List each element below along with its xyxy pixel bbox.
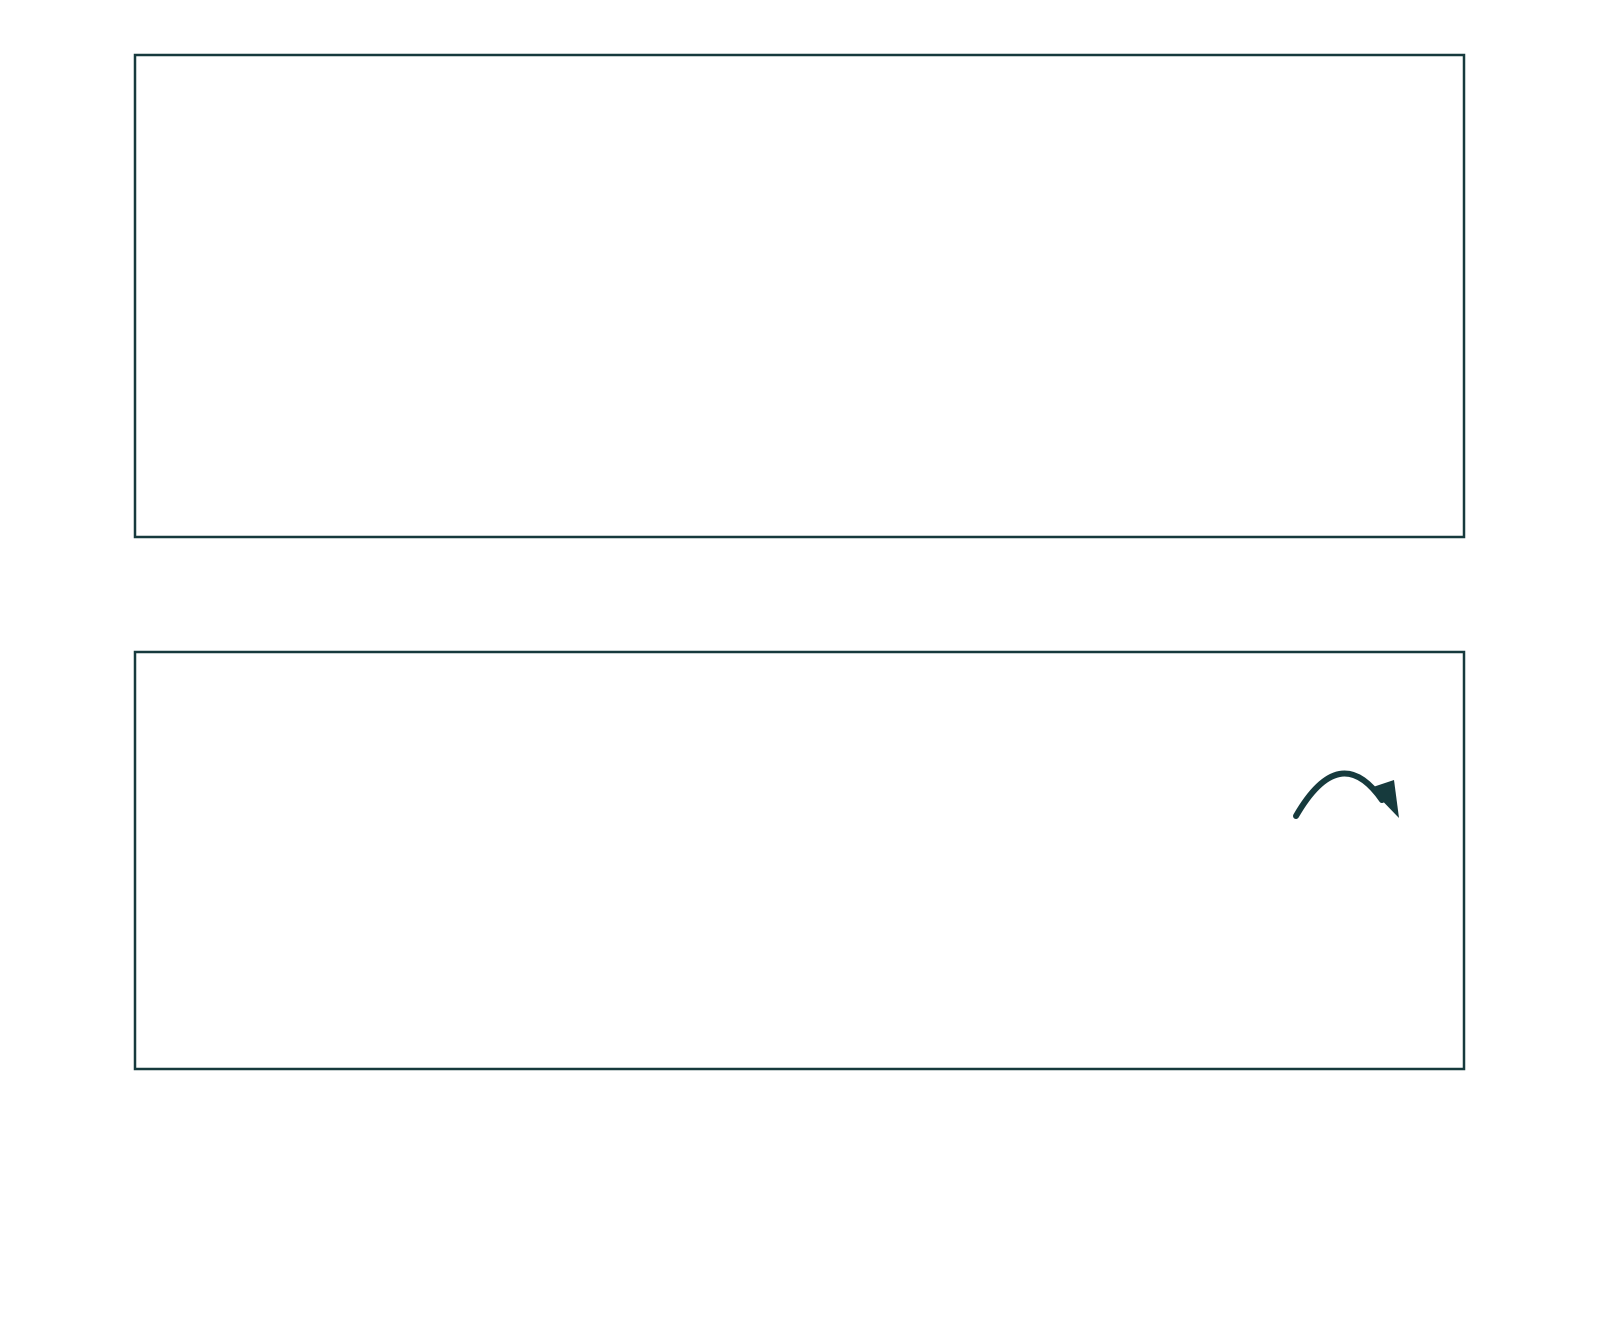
curved-down-arrow-icon bbox=[1293, 770, 1399, 819]
legend bbox=[180, 414, 248, 479]
bottom-plot-frame bbox=[133, 650, 1466, 1071]
bottom-chart bbox=[133, 650, 1466, 1071]
top-plot-frame bbox=[133, 53, 1466, 539]
top-chart bbox=[133, 53, 1466, 539]
